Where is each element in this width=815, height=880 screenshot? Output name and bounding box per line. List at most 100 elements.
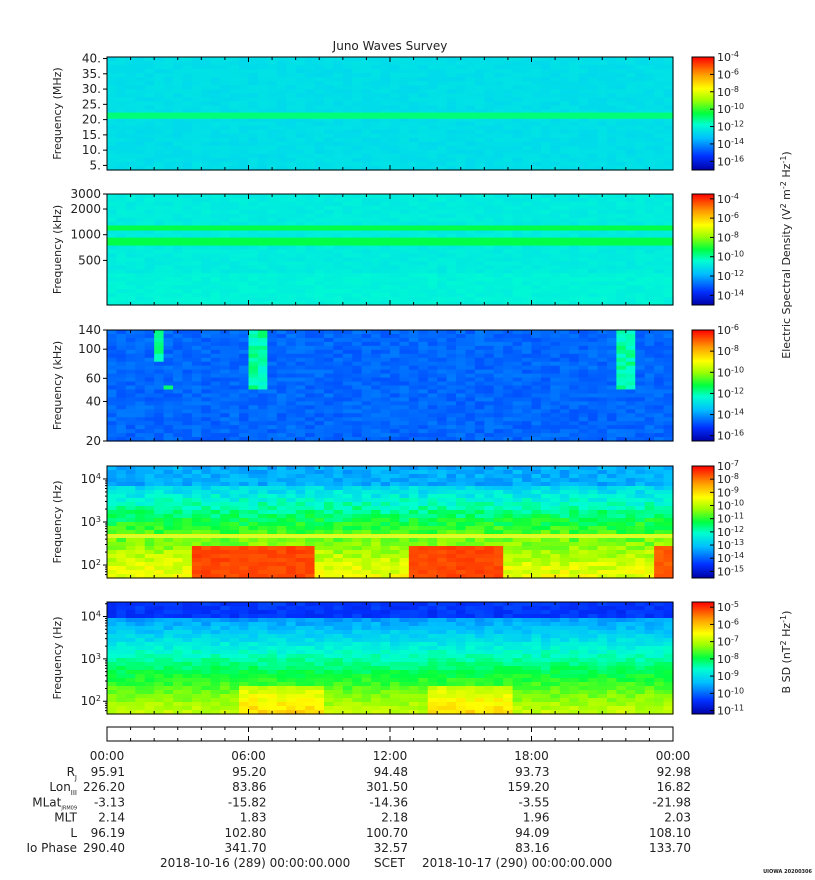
spectrogram-cell [191, 393, 202, 398]
spectrogram-cell [588, 397, 599, 402]
spectrogram-cell [644, 61, 655, 66]
spectrogram-cell [493, 429, 504, 434]
spectrogram-cell [257, 389, 268, 395]
spectrogram-cell [380, 425, 391, 430]
spectrogram-cell [456, 373, 467, 379]
spectrogram-cell [323, 209, 334, 215]
spectrogram-cell [116, 194, 127, 199]
spectrogram-cell [201, 85, 212, 90]
spectrogram-cell [522, 373, 533, 379]
spectrogram-cell [163, 253, 174, 259]
spectrogram-cell [173, 281, 184, 286]
spectrogram-cell [182, 137, 193, 143]
spectrogram-cell [446, 337, 457, 343]
spectrogram-cell [644, 157, 655, 163]
spectrogram-cell [408, 349, 419, 355]
spectrogram-cell [390, 345, 401, 351]
spectrogram-cell [323, 77, 334, 82]
spectrogram-cell [578, 117, 589, 123]
spectrogram-cell [616, 277, 627, 282]
spectrogram-cell [437, 93, 448, 98]
spectrogram-cell [559, 69, 570, 74]
spectrogram-cell [229, 101, 240, 107]
spectrogram-cell [390, 249, 401, 255]
spectrogram-cell [559, 77, 570, 82]
spectrogram-cell [569, 377, 580, 383]
spectrogram-cell [257, 369, 268, 375]
spectrogram-cell [427, 125, 438, 131]
spectrogram-cell [295, 89, 306, 94]
spectrogram-cell [144, 261, 155, 266]
spectrogram-cell [550, 405, 561, 410]
spectrogram-cell [276, 229, 287, 235]
spectrogram-cell [220, 101, 231, 107]
spectrogram-cell [305, 77, 316, 82]
spectrogram-cell [371, 85, 382, 90]
spectrogram-cell [210, 285, 221, 290]
spectrogram-cell [465, 161, 476, 167]
spectrogram-cell [191, 77, 202, 82]
spectrogram-cell [635, 245, 646, 251]
spectrogram-cell [635, 133, 646, 139]
spectrogram-cell [663, 293, 674, 298]
spectrogram-cell [305, 213, 316, 219]
spectrogram-cell [220, 341, 231, 347]
spectrogram-cell [456, 69, 467, 74]
spectrogram-cell [333, 201, 344, 207]
spectrogram-cell [352, 157, 363, 163]
spectrogram-cell [456, 365, 467, 371]
spectrogram-cell [578, 330, 589, 335]
spectrogram-cell [135, 233, 146, 239]
spectrogram-cell [314, 233, 325, 239]
spectrogram-cell [342, 89, 353, 94]
spectrogram-cell [588, 197, 599, 203]
spectrogram-cell [352, 69, 363, 74]
spectrogram-cell [107, 105, 118, 111]
spectrogram-cell [380, 77, 391, 82]
spectrogram-cell [399, 269, 410, 274]
spectrogram-cell [276, 261, 287, 266]
spectrogram-cell [220, 229, 231, 235]
spectrogram-cell [248, 433, 259, 438]
spectrogram-cell [342, 133, 353, 139]
spectrogram-cell [314, 145, 325, 151]
spectrogram-cell [390, 301, 401, 306]
spectrogram-cell [125, 129, 136, 135]
spectrogram-cell [616, 205, 627, 211]
spectrogram-cell [125, 341, 136, 347]
spectrogram-cell [578, 129, 589, 135]
spectrogram-cell [305, 117, 316, 123]
spectrogram-cell [540, 125, 551, 131]
spectrogram-cell [606, 129, 617, 135]
spectrogram-cell [625, 281, 636, 286]
spectrogram-cell [408, 105, 419, 111]
spectrogram-cell [456, 149, 467, 155]
spectrogram-cell [229, 285, 240, 290]
spectrogram-cell [654, 149, 665, 155]
spectrogram-cell [116, 257, 127, 262]
spectrogram-cell [493, 293, 504, 298]
spectrogram-cell [342, 253, 353, 259]
spectrogram-cell [125, 213, 136, 219]
spectrogram-cell [201, 349, 212, 355]
spectrogram-cell [550, 265, 561, 270]
spectrogram-cell [295, 141, 306, 147]
spectrogram-cell [663, 109, 674, 115]
spectrogram-cell [437, 221, 448, 227]
spectrogram-cell [201, 281, 212, 286]
spectrogram-cell [107, 369, 118, 375]
spectrogram-cell [163, 229, 174, 235]
spectrogram-cell [625, 209, 636, 215]
spectrogram-cell [644, 97, 655, 102]
spectrogram-cell [531, 261, 542, 266]
spectrogram-cell [173, 81, 184, 86]
spectrogram-cell [654, 109, 665, 115]
spectrogram-cell [625, 301, 636, 306]
spectrogram-cell [437, 157, 448, 163]
spectrogram-cell [342, 93, 353, 98]
spectrogram-cell [144, 353, 155, 359]
spectrogram-cell [361, 117, 372, 123]
spectrogram-cell [616, 257, 627, 262]
spectrogram-cell [116, 201, 127, 207]
spectrogram-cell [531, 301, 542, 306]
